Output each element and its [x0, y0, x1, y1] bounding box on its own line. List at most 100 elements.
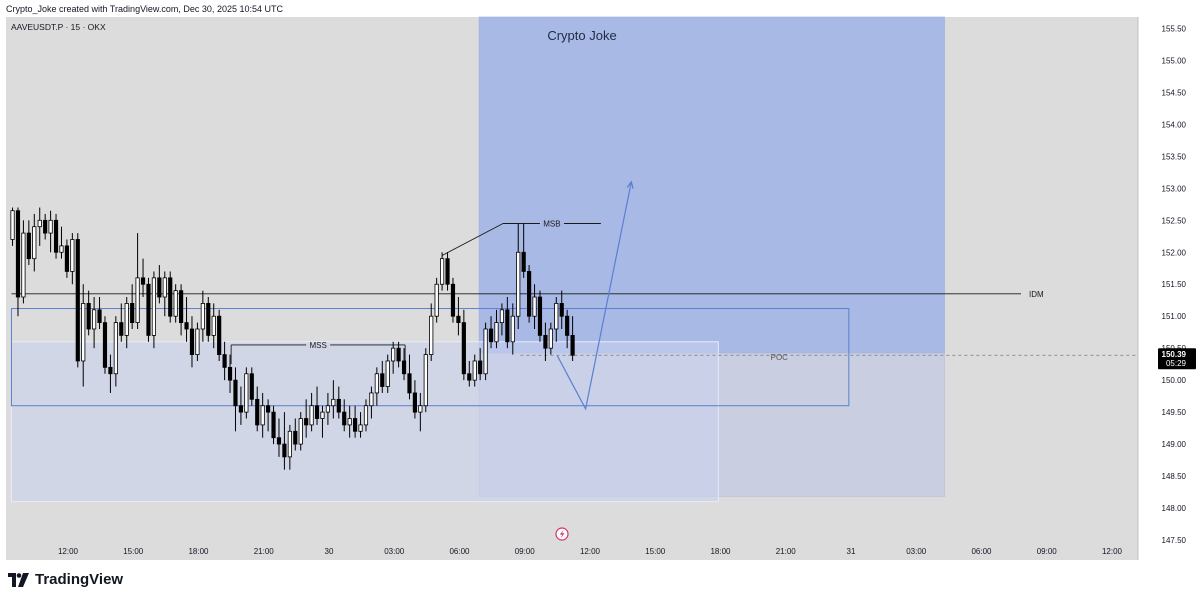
replay-icon[interactable]	[555, 527, 569, 541]
x-tick-label: 03:00	[906, 547, 927, 556]
candle	[43, 213, 48, 240]
candle-body	[358, 424, 363, 432]
candle	[287, 424, 292, 470]
candle-body	[521, 251, 526, 272]
candle	[108, 354, 113, 393]
candle-body	[282, 443, 287, 458]
candle-body	[325, 405, 330, 413]
candle	[227, 354, 233, 393]
candle	[423, 348, 428, 413]
candle-body	[309, 405, 314, 426]
candle	[521, 223, 526, 278]
candle-body	[380, 373, 385, 387]
candle	[320, 405, 325, 438]
candle-body	[505, 309, 510, 343]
candle	[97, 297, 102, 329]
candle-body	[467, 373, 472, 381]
candle-body	[488, 328, 494, 343]
candle	[440, 252, 445, 291]
candle-body	[429, 315, 434, 355]
candle	[217, 309, 222, 361]
candle-body	[527, 271, 532, 317]
candle	[499, 303, 504, 336]
candle	[298, 412, 303, 451]
current-price-badge	[1158, 348, 1196, 370]
y-tick-label: 154.50	[1162, 88, 1187, 97]
candle	[412, 380, 417, 419]
y-tick-label: 154.00	[1162, 120, 1187, 129]
candle-body	[113, 322, 118, 375]
candle-body	[287, 430, 292, 458]
candle	[293, 418, 298, 451]
candle	[162, 271, 167, 317]
candle-body	[483, 328, 488, 375]
candle-body	[537, 296, 543, 336]
candle	[206, 297, 211, 342]
candle-body	[140, 277, 146, 285]
y-tick-label: 155.50	[1162, 24, 1187, 33]
projection-layer	[556, 180, 634, 411]
y-tick-label: 147.50	[1162, 536, 1187, 545]
candle	[363, 399, 369, 432]
attribution-text: Crypto_Joke created with TradingView.com…	[6, 4, 283, 14]
candle-body	[407, 373, 412, 394]
candle	[260, 392, 265, 438]
candle	[336, 386, 341, 419]
candle	[516, 223, 521, 329]
candle	[189, 316, 195, 368]
upper-blue-zone	[478, 16, 945, 354]
candle	[130, 284, 135, 329]
tradingview-brand[interactable]: TradingView	[35, 571, 124, 588]
candle-body	[423, 354, 428, 407]
y-axis-panel	[1138, 17, 1200, 560]
candle-body	[554, 303, 559, 330]
candle-body	[543, 334, 548, 349]
candle-body	[445, 258, 450, 285]
candle	[157, 265, 162, 304]
candle	[26, 220, 31, 266]
candle-body	[43, 219, 48, 234]
x-tick-label: 21:00	[254, 547, 275, 556]
candle	[81, 284, 86, 387]
current-price-label: 150.39	[1162, 350, 1187, 359]
candle	[92, 297, 97, 349]
candle	[304, 399, 309, 438]
candle-body	[336, 398, 341, 413]
candle	[70, 233, 75, 285]
y-tick-label: 148.00	[1162, 504, 1187, 513]
candle	[325, 392, 330, 425]
candle-body	[151, 277, 156, 336]
candle-body	[168, 277, 173, 317]
candle-body	[559, 303, 564, 317]
candle	[418, 392, 423, 432]
candle	[233, 367, 238, 432]
candle-body	[189, 328, 195, 355]
candle-body	[440, 258, 445, 285]
x-tick-label: 12:00	[58, 547, 79, 556]
candle-body	[26, 232, 31, 260]
candle-body	[92, 309, 97, 330]
candle-body	[369, 392, 374, 407]
candle	[102, 316, 108, 374]
candle	[369, 386, 374, 419]
y-tick-label: 153.00	[1162, 184, 1187, 193]
x-tick-label: 30	[325, 547, 334, 556]
candle-body	[532, 296, 537, 317]
candle-body	[396, 347, 401, 362]
candle	[179, 284, 184, 336]
candle-body	[434, 283, 439, 317]
candle-body	[276, 437, 282, 445]
candle	[488, 316, 494, 349]
candle-body	[385, 360, 390, 387]
candle	[222, 341, 227, 381]
candle-body	[124, 303, 129, 336]
tradingview-logo-icon[interactable]	[8, 572, 30, 587]
candle	[21, 220, 26, 304]
candle-body	[342, 411, 347, 426]
candle-body	[184, 322, 189, 330]
countdown-label: 05:29	[1166, 359, 1187, 368]
candle	[53, 213, 59, 259]
candle-body	[510, 315, 515, 343]
candle-body	[119, 322, 124, 336]
